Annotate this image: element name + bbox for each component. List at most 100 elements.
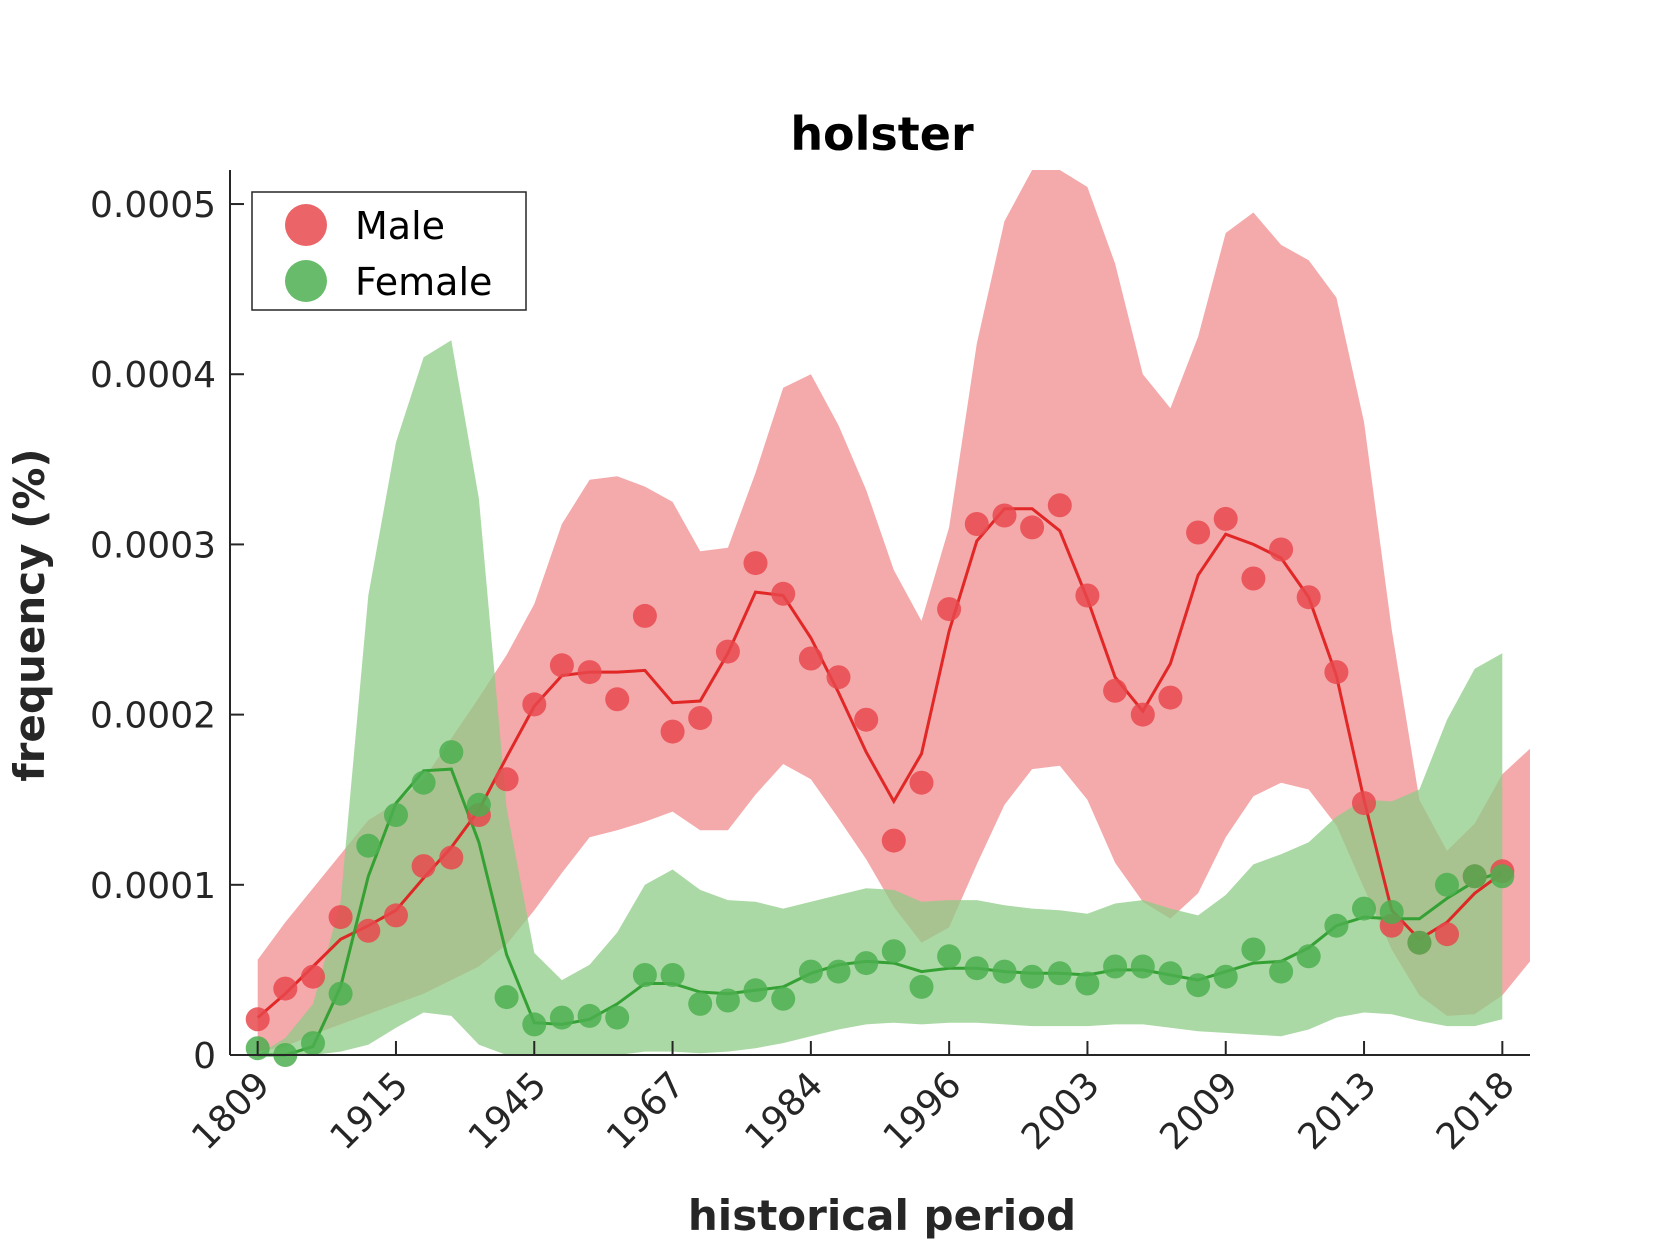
female-point xyxy=(992,959,1017,984)
male-point xyxy=(854,707,879,732)
male-point xyxy=(494,767,519,792)
legend: Male Female xyxy=(251,191,527,311)
male-point xyxy=(549,653,574,678)
y-tick-label: 0.0002 xyxy=(90,696,216,737)
female-point xyxy=(1462,864,1487,889)
male-point xyxy=(577,660,602,685)
male-point xyxy=(1158,685,1183,710)
female-smoothed-line xyxy=(257,767,1503,1057)
male-legend-label: Male xyxy=(355,204,445,248)
female-point xyxy=(439,740,464,765)
male-point xyxy=(1269,537,1294,562)
female-point xyxy=(964,956,989,981)
female-point xyxy=(494,985,519,1010)
chart-title: holster xyxy=(790,107,974,161)
male-point xyxy=(660,719,685,744)
male-point xyxy=(605,687,630,712)
male-point xyxy=(688,706,713,730)
y-tick-label: 0 xyxy=(193,1036,216,1077)
female-point xyxy=(715,988,740,1013)
female-point xyxy=(909,974,934,999)
male-point xyxy=(328,905,353,930)
female-point xyxy=(743,978,768,1003)
female-point xyxy=(1130,954,1155,979)
female-point xyxy=(1490,864,1515,889)
x-tick-label: 1915 xyxy=(323,1064,417,1158)
female-point xyxy=(688,991,713,1016)
female-point xyxy=(466,792,491,817)
male-point xyxy=(992,503,1017,528)
male-point xyxy=(439,845,464,870)
male-point xyxy=(1435,922,1459,947)
female-legend-label: Female xyxy=(355,260,492,304)
female-point xyxy=(411,770,436,795)
male-point xyxy=(1020,515,1045,540)
female-point xyxy=(1158,961,1183,986)
smoothed-lines xyxy=(256,507,1504,1057)
male-point xyxy=(273,976,298,1001)
female-point xyxy=(1241,937,1266,962)
x-tick-label: 1967 xyxy=(599,1064,693,1158)
female-point xyxy=(1269,959,1294,984)
male-point xyxy=(522,692,547,717)
female-point xyxy=(549,1005,574,1030)
x-tick-label: 1945 xyxy=(461,1064,555,1158)
female-point xyxy=(301,1031,325,1056)
female-point xyxy=(1407,930,1432,955)
male-point xyxy=(881,828,906,853)
male-point xyxy=(771,581,796,606)
x-tick-label: 2003 xyxy=(1014,1064,1108,1158)
male-point xyxy=(1130,702,1155,727)
female-point xyxy=(1352,896,1376,921)
female-point xyxy=(632,963,657,987)
female-band xyxy=(257,340,1503,1055)
female-point xyxy=(771,986,796,1011)
male-point xyxy=(743,551,768,576)
female-point xyxy=(1296,944,1321,969)
y-tick-label: 0.0001 xyxy=(90,866,216,907)
female-point xyxy=(1075,971,1100,996)
female-point xyxy=(1379,900,1404,924)
male-point xyxy=(715,639,740,664)
male-point xyxy=(1075,583,1100,608)
female-point xyxy=(577,1003,602,1028)
y-tick-label: 0.0003 xyxy=(90,525,216,566)
male-point xyxy=(937,597,962,622)
x-tick-label: 2009 xyxy=(1152,1064,1246,1158)
male-point xyxy=(1213,506,1238,531)
female-point xyxy=(1047,961,1072,986)
male-point xyxy=(632,603,657,628)
male-point xyxy=(1186,520,1211,545)
male-point xyxy=(384,903,408,928)
confidence-bands xyxy=(257,170,1531,1055)
male-band xyxy=(257,170,1531,1052)
male-point xyxy=(1352,791,1376,816)
female-point xyxy=(937,944,962,969)
male-point xyxy=(1103,678,1128,703)
male-point xyxy=(1241,566,1266,591)
x-tick-label: 1809 xyxy=(184,1064,278,1158)
axes xyxy=(229,170,1530,1056)
y-axis-title: frequency (%) xyxy=(5,448,54,781)
male-legend-marker xyxy=(285,204,327,246)
male-point xyxy=(909,770,934,795)
female-point xyxy=(1103,954,1128,979)
male-point xyxy=(1047,493,1072,518)
male-point xyxy=(301,964,325,989)
female-point xyxy=(1435,872,1459,897)
x-tick-label: 1984 xyxy=(737,1064,831,1158)
x-tick-label: 2018 xyxy=(1429,1064,1523,1158)
x-tick-label: 1996 xyxy=(876,1064,970,1158)
female-point xyxy=(826,959,851,984)
x-tick-label: 2013 xyxy=(1291,1064,1385,1158)
x-axis-title: historical period xyxy=(688,1191,1076,1240)
female-point xyxy=(1020,964,1045,989)
female-legend-marker xyxy=(285,260,327,302)
male-smoothed-line xyxy=(256,507,1504,1019)
female-point xyxy=(1213,964,1238,989)
female-point xyxy=(328,981,353,1006)
male-point xyxy=(1296,585,1321,610)
male-point xyxy=(798,646,823,671)
female-point xyxy=(854,951,879,976)
y-tick-label: 0.0004 xyxy=(90,355,216,396)
